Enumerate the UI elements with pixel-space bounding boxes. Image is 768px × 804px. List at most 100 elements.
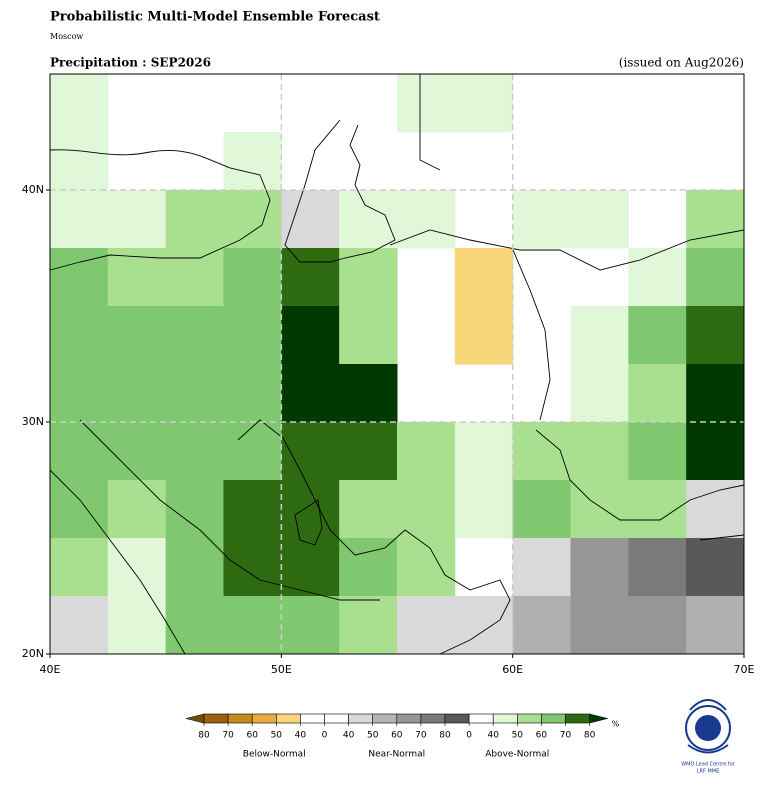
grid-cell [628,364,687,423]
grid-cell [686,248,745,307]
grid-cell [512,190,571,249]
grid-cell [223,596,282,655]
grid-cell [454,480,514,539]
y-tick-label: 40N [22,183,44,196]
colorbar-tick-label: 80 [439,731,451,741]
colorbar-box [324,713,349,724]
colorbar-tick-label: 70 [560,731,572,741]
grid-cell [570,306,629,365]
colorbar-box [275,713,301,724]
colorbar-tick-label: 0 [322,731,328,741]
grid-cell [397,74,456,133]
grid-cell [50,422,109,481]
x-tick-label: 60E [502,663,523,676]
colorbar-box [444,713,470,724]
grid-cell [570,422,629,481]
grid-cell [223,480,282,539]
grid-cell [570,538,629,597]
grid-cell [628,538,687,597]
grid-cell [454,306,514,365]
logo-emblem [685,705,731,751]
grid-cell [512,480,571,539]
grid-cell [223,190,282,249]
grid-cell [686,538,745,597]
grid-cell [454,422,514,481]
grid-cell [107,364,167,423]
grid-cell [339,422,398,481]
grid-cell [50,190,109,249]
grid-cell [281,190,340,249]
colorbar-unit: % [612,720,620,729]
colorbar-box [372,713,398,724]
grid-cell [512,596,571,655]
grid-cell [165,248,224,307]
logo-text: WMO Lead Centre for [681,762,736,768]
grid-cell [281,364,340,423]
logo: WMO Lead Centre for LRF MME [681,699,736,775]
grid-cells [50,74,745,655]
x-tick-label: 40E [40,663,61,676]
grid-cell [339,596,398,655]
colorbar-box [541,713,566,724]
grid-cell [339,190,398,249]
colorbar-tick-label: 0 [466,731,472,741]
coastlines [49,74,745,655]
colorbar-box [348,713,374,724]
grid-cell [281,422,340,481]
grid-cell [223,306,282,365]
grid-cell [107,538,167,597]
grid-cell [107,422,167,481]
grid-cell [570,190,629,249]
grid-cell [686,190,745,249]
x-tick-label: 70E [734,663,755,676]
colorbar-tick-label: 40 [295,731,307,741]
grid-cell [50,480,109,539]
y-tick-label: 20N [22,647,44,660]
logo-text: LRF MME [697,769,720,775]
variable: Precipitation : SEP2026 [50,56,211,70]
colorbar-box [516,713,542,724]
title: Probabilistic Multi-Model Ensemble Forec… [50,10,380,25]
grid-cell [165,190,224,249]
x-tick-label: 50E [271,663,292,676]
grid-cell [397,538,456,597]
colorbar-box [468,713,494,724]
grid-cell [223,248,282,307]
colorbar-tick-label: 80 [584,731,596,741]
grid-cell [628,596,687,655]
grid-cell [686,596,745,655]
colorbar-group: Above-Normal [485,750,549,760]
grid-cell [281,306,340,365]
colorbar-box [396,713,422,724]
grid-cell [454,248,514,307]
grid-cell [686,364,745,423]
grid-cell [570,364,629,423]
colorbar-box [565,713,590,724]
colorbar-tick-label: 60 [246,731,258,741]
colorbar: 80 70 60 50 40 0 40 50 60 70 80 0 40 50 60 70 80% Below-N… [185,713,620,760]
grid-cell [628,422,687,481]
colorbar-box [300,713,325,724]
colorbar-tick-label: 70 [222,731,234,741]
grid-cell [628,480,687,539]
colorbar-box [251,713,277,724]
grid-cell [454,596,514,655]
grid-cell [454,74,514,133]
grid-cell [339,538,398,597]
grid-cell [281,596,340,655]
grid-cell [397,480,456,539]
grid-cell [397,422,456,481]
grid-cell [223,538,282,597]
colorbar-over [589,713,608,724]
colorbar-tick-label: 40 [487,731,499,741]
subtitle: Moscow [50,32,83,41]
grid-cell [50,596,109,655]
colorbar-box [492,713,518,724]
grid-cell [165,306,224,365]
colorbar-box [227,713,253,724]
grid-cell [107,190,167,249]
grid-cell [339,480,398,539]
grid-cell [107,596,167,655]
grid-cell [50,306,109,365]
